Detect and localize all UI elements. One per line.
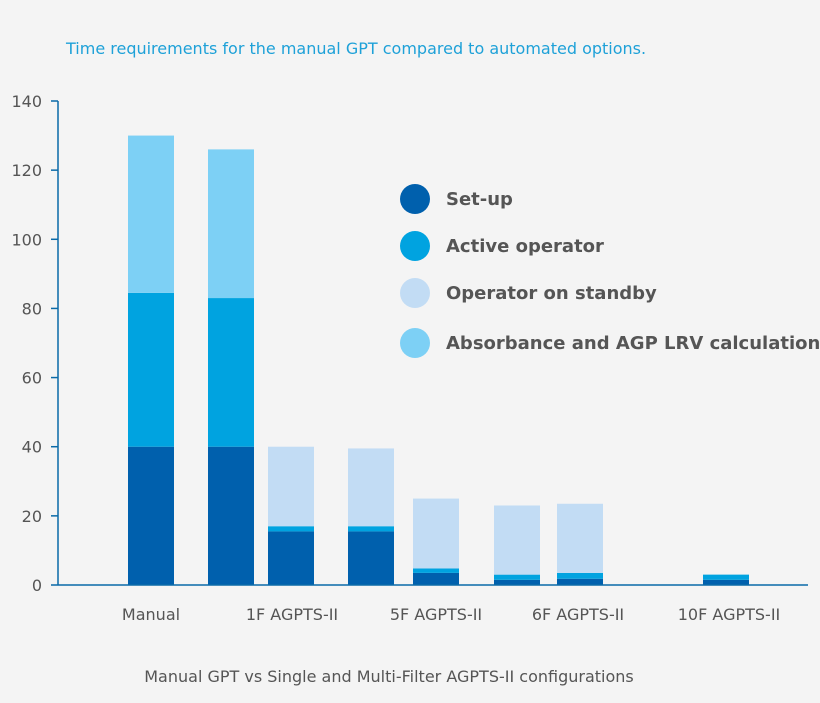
legend-item-active: Active operator [400, 231, 604, 261]
x-tick-label: Manual [122, 605, 180, 624]
bar-stack-2 [208, 149, 254, 585]
bar-segment-setup [494, 579, 540, 585]
legend-label: Absorbance and AGP LRV calculation [446, 333, 820, 354]
bars-layer [128, 135, 749, 585]
chart-title: Time requirements for the manual GPT com… [65, 39, 646, 58]
category-labels: Manual 1F AGPTS-II 5F AGPTS-II 6F AGPTS-II 1… [122, 605, 780, 624]
bar-segment-setup [348, 531, 394, 585]
legend-swatch [400, 184, 430, 214]
bar-segment-absorbance [208, 149, 254, 299]
y-tick-label: 20 [22, 507, 42, 526]
bar-stack-5 [413, 498, 459, 585]
bar-segment-active [494, 574, 540, 580]
legend: Set-up Active operator Operator on standby… [400, 184, 820, 358]
bar-segment-standby [413, 498, 459, 569]
legend-label: Active operator [446, 236, 604, 257]
bar-stack-6 [494, 505, 540, 585]
x-tick-label: 6F AGPTS-II [532, 605, 624, 624]
y-tick-label: 120 [11, 161, 42, 180]
bar-stack-7 [557, 503, 603, 585]
bar-segment-active [268, 526, 314, 532]
bar-segment-active [413, 568, 459, 573]
y-tick-label: 100 [11, 230, 42, 249]
bar-segment-standby [268, 446, 314, 527]
bar-segment-active [208, 298, 254, 447]
legend-label: Operator on standby [446, 283, 657, 304]
y-tick-label: 140 [11, 92, 42, 111]
bar-segment-active [703, 574, 749, 580]
y-tick-label: 60 [22, 369, 42, 388]
bar-segment-setup [413, 572, 459, 585]
bar-stack-3 [268, 446, 314, 585]
legend-item-absorbance: Absorbance and AGP LRV calculation [400, 328, 820, 358]
x-tick-label: 1F AGPTS-II [246, 605, 338, 624]
bar-segment-active [128, 292, 174, 447]
bar-segment-setup [557, 578, 603, 585]
y-tick-label: 40 [22, 438, 42, 457]
legend-item-setup: Set-up [400, 184, 513, 214]
bar-segment-standby [557, 503, 603, 573]
bar-segment-standby [494, 505, 540, 575]
bar-segment-absorbance [128, 135, 174, 293]
x-axis-title: Manual GPT vs Single and Multi-Filter AG… [144, 667, 633, 686]
y-tick-label: 0 [32, 576, 42, 595]
x-tick-label: 5F AGPTS-II [390, 605, 482, 624]
bar-segment-setup [268, 531, 314, 585]
bar-segment-active [557, 572, 603, 579]
y-tick-label: 80 [22, 299, 42, 318]
bar-stack-1 [128, 135, 174, 585]
bar-stack-4 [348, 448, 394, 585]
legend-swatch [400, 328, 430, 358]
bar-segment-active [348, 526, 394, 532]
legend-swatch [400, 278, 430, 308]
bar-segment-standby [348, 448, 394, 527]
legend-swatch [400, 231, 430, 261]
axes-layer: 0 20 40 60 80 100 120 140 [11, 92, 808, 595]
bar-stack-8 [703, 574, 749, 585]
bar-segment-setup [703, 579, 749, 585]
x-tick-label: 10F AGPTS-II [678, 605, 781, 624]
bar-segment-setup [128, 446, 174, 585]
bar-segment-setup [208, 446, 254, 585]
legend-item-standby: Operator on standby [400, 278, 657, 308]
legend-label: Set-up [446, 189, 513, 210]
